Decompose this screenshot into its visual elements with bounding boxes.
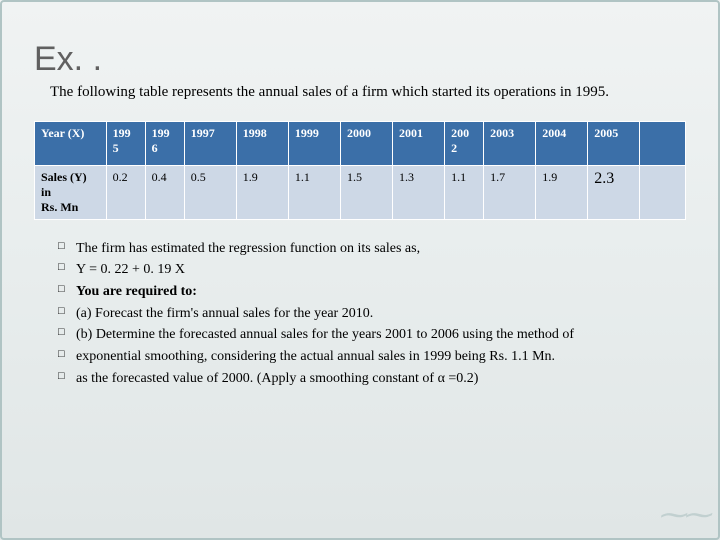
bullet-item: Y = 0. 22 + 0. 19 X — [58, 259, 686, 281]
table-header-cell: 2001 — [393, 121, 445, 165]
sales-table: Year (X)199 5199 61997199819992000200120… — [34, 121, 686, 220]
slide-content: Ex. . The following table represents the… — [2, 2, 718, 409]
table-header-cell: 2000 — [340, 121, 392, 165]
table-header-rowlabel: Year (X) — [35, 121, 107, 165]
table-header-cell: 199 6 — [145, 121, 184, 165]
table-body-cell: 1.1 — [288, 165, 340, 219]
table-body-cell: 1.7 — [484, 165, 536, 219]
table-body-cell: 0.5 — [184, 165, 236, 219]
bullet-item: (b) Determine the forecasted annual sale… — [58, 324, 686, 346]
slide-subtitle: The following table represents the annua… — [50, 83, 686, 103]
table-header-cell: 200 2 — [445, 121, 484, 165]
table-body-cell: 1.3 — [393, 165, 445, 219]
bullet-item: (a) Forecast the firm's annual sales for… — [58, 303, 686, 325]
slide-title: Ex. . — [34, 40, 686, 79]
table-body-rowlabel: Sales (Y) in Rs. Mn — [35, 165, 107, 219]
table-header-cell: 1999 — [288, 121, 340, 165]
table-body-cell: 2.3 — [588, 165, 640, 219]
table-body-cell: 1.9 — [536, 165, 588, 219]
table-body-cell: 1.9 — [236, 165, 288, 219]
bullet-item: as the forecasted value of 2000. (Apply … — [58, 368, 686, 390]
bullet-item: You are required to: — [58, 281, 686, 303]
table-header-cell: 2003 — [484, 121, 536, 165]
table-data-row: Sales (Y) in Rs. Mn0.20.40.51.91.11.51.3… — [35, 165, 686, 219]
bullet-item: exponential smoothing, considering the a… — [58, 346, 686, 368]
table-body-cell: 0.2 — [106, 165, 145, 219]
table-header-cell: 1997 — [184, 121, 236, 165]
table-header-cell: 199 5 — [106, 121, 145, 165]
bullet-item: The firm has estimated the regression fu… — [58, 238, 686, 260]
table-header-cell: 2004 — [536, 121, 588, 165]
table-body-cell: 1.1 — [445, 165, 484, 219]
bullet-list: The firm has estimated the regression fu… — [58, 238, 686, 390]
table-header-cell: 2005 — [588, 121, 640, 165]
table-body-cell: 1.5 — [340, 165, 392, 219]
table-header-cell: 1998 — [236, 121, 288, 165]
table-body-cell — [640, 165, 686, 219]
table-header-cell — [640, 121, 686, 165]
table-body-cell: 0.4 — [145, 165, 184, 219]
decorative-flourish: ⁓⁓ — [658, 498, 708, 532]
table-header-row: Year (X)199 5199 61997199819992000200120… — [35, 121, 686, 165]
